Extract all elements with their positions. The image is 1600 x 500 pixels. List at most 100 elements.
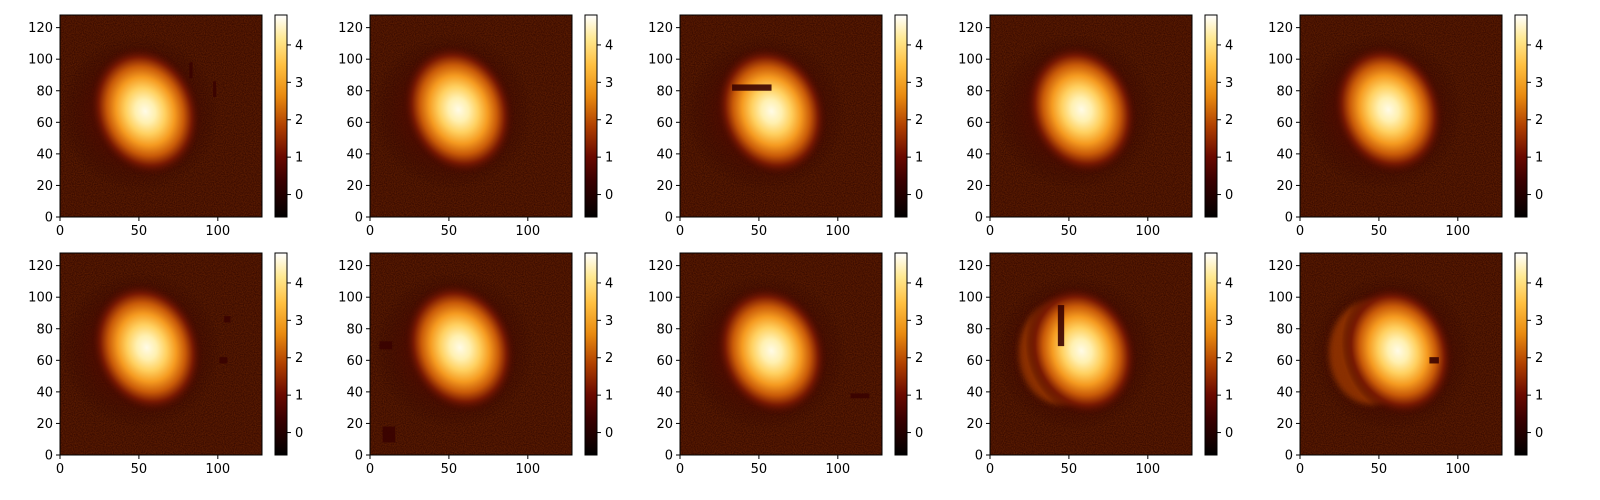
colorbar-tick-label: 3 [605,76,613,91]
y-tick-label: 0 [355,211,363,226]
heatmap-blob [1331,43,1445,176]
y-tick-label: 40 [656,147,673,162]
heatmap-image [1300,15,1502,217]
x-tick-label: 50 [131,462,148,477]
x-tick-label: 50 [1061,224,1078,239]
y-tick-label: 100 [648,291,673,306]
dark-patch-2 [213,81,217,98]
y-tick-label: 100 [338,291,363,306]
y-tick-label: 40 [36,385,53,400]
colorbar-tick-label: 0 [605,426,613,441]
x-tick-label: 50 [751,462,768,477]
colorbar-tick-label: 2 [605,351,613,366]
y-tick-label: 40 [346,147,363,162]
heatmap-blob [1024,285,1139,417]
colorbar-tick-label: 4 [915,276,923,291]
x-tick-label: 100 [515,462,540,477]
y-tick-label: 80 [966,322,983,337]
plot-frame [1299,252,1503,456]
y-tick-label: 100 [28,53,53,68]
plot-frame [989,14,1193,218]
x-tick-label: 50 [441,462,458,477]
y-tick-label: 20 [346,179,363,194]
colorbar-tick-label: 2 [295,351,303,366]
plot-frame [989,252,1193,456]
y-tick-label: 60 [656,116,673,131]
colorbar-tick-label: 4 [915,38,923,53]
colorbar-tick-label: 3 [1535,314,1543,329]
y-tick-label: 80 [1276,322,1293,337]
colorbar-tick-label: 1 [295,151,303,166]
y-tick-label: 0 [355,449,363,464]
colorbar-tick-label: 3 [605,314,613,329]
colorbar-tick-label: 2 [1225,113,1233,128]
colorbar-tick-label: 1 [915,389,923,404]
colorbar-tick-label: 4 [605,38,613,53]
colorbar-tick-label: 0 [605,188,613,203]
colorbar-tick-label: 4 [1225,276,1233,291]
y-tick-label: 20 [656,179,673,194]
colorbar-tick-label: 3 [1225,314,1233,329]
y-tick-label: 0 [45,449,53,464]
colorbar-tick-label: 1 [1535,151,1543,166]
y-tick-label: 100 [1268,291,1293,306]
x-tick-label: 100 [205,462,230,477]
colorbar [274,14,288,218]
colorbar [1514,14,1528,218]
y-tick-label: 20 [656,417,673,432]
colorbar-tick-label: 2 [605,113,613,128]
y-tick-label: 80 [1276,84,1293,99]
heatmap-blob [88,45,202,177]
y-tick-label: 80 [346,322,363,337]
colorbar-tick-label: 3 [915,76,923,91]
heatmap-blob [401,43,515,176]
y-tick-label: 60 [966,354,983,369]
colorbar [584,252,598,456]
y-tick-label: 20 [1276,417,1293,432]
y-tick-label: 20 [966,417,983,432]
colorbar-tick-label: 3 [1225,76,1233,91]
colorbar [274,252,288,456]
y-tick-label: 120 [958,259,983,274]
heatmap-blob [714,285,829,417]
y-tick-label: 0 [665,449,673,464]
dark-patch-1 [1057,305,1065,347]
x-tick-label: 100 [515,224,540,239]
colorbar-tick-label: 2 [295,113,303,128]
x-tick-label: 100 [1445,462,1470,477]
heatmap-image [680,253,882,455]
x-tick-label: 50 [1371,462,1388,477]
y-tick-label: 0 [665,211,673,226]
x-tick-label: 100 [1135,462,1160,477]
dark-patch-1 [379,341,393,350]
x-tick-label: 50 [751,224,768,239]
colorbar-tick-label: 0 [295,426,303,441]
y-tick-label: 100 [28,291,53,306]
colorbar [894,14,908,218]
y-tick-label: 40 [656,385,673,400]
colorbar [894,252,908,456]
heatmap-image [990,253,1192,455]
heatmap-image [370,15,572,217]
y-tick-label: 40 [36,147,53,162]
colorbar-tick-label: 1 [295,389,303,404]
x-tick-label: 0 [366,462,374,477]
heatmap-blob [1341,285,1455,417]
colorbar-tick-label: 2 [1225,351,1233,366]
colorbar-tick-label: 3 [1535,76,1543,91]
y-tick-label: 120 [958,21,983,36]
heatmap-blob [714,45,829,177]
panel-2-5: 0 50 100 0 20 40 60 80 100 120 0 1 2 3 4 [1268,252,1543,477]
x-tick-label: 0 [676,224,684,239]
panel-2-2: 0 50 100 0 20 40 60 80 100 120 0 1 2 3 4 [338,252,613,477]
colorbar-tick-label: 4 [295,276,303,291]
colorbar-tick-label: 1 [605,389,613,404]
colorbar-tick-label: 4 [605,276,613,291]
dark-patch-1 [1429,357,1439,364]
y-tick-label: 40 [1276,147,1293,162]
y-tick-label: 40 [966,385,983,400]
panel-1-2: 0 50 100 0 20 40 60 80 100 120 0 1 2 3 4 [338,14,613,239]
y-tick-label: 60 [656,354,673,369]
colorbar-tick-label: 2 [1535,113,1543,128]
x-tick-label: 0 [56,224,64,239]
